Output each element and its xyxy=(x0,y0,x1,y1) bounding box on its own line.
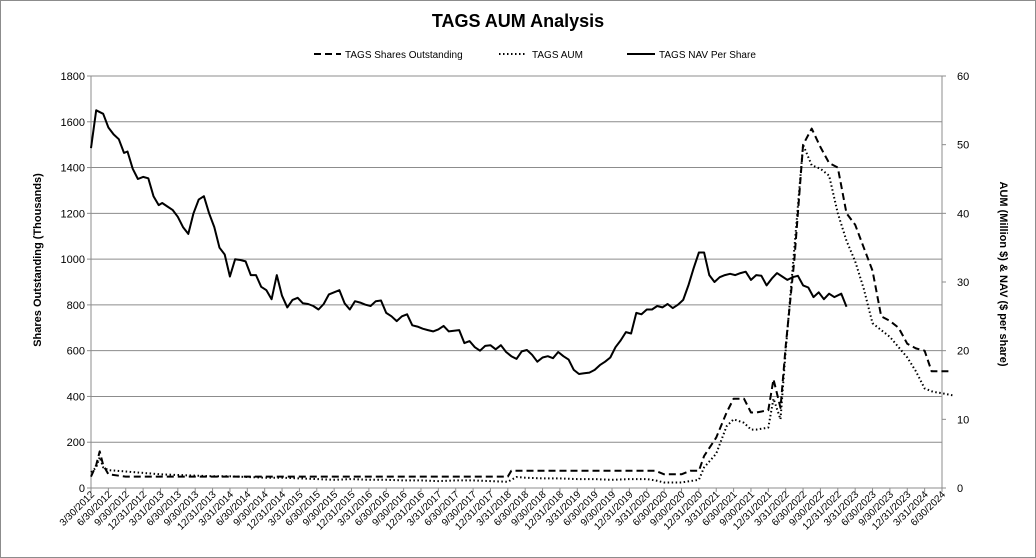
right-tick-label: 40 xyxy=(957,208,969,220)
right-tick-label: 50 xyxy=(957,140,969,152)
legend-label-nav: TAGS NAV Per Share xyxy=(659,50,756,61)
legend-label-aum: TAGS AUM xyxy=(532,50,583,61)
legend-label-shares: TAGS Shares Outstanding xyxy=(345,50,463,61)
left-tick-label: 1200 xyxy=(61,208,85,220)
right-axis-ticks: 0 10 20 30 40 50 60 xyxy=(942,71,969,495)
left-tick-label: 1800 xyxy=(61,71,85,83)
left-axis-ticks: 0 200 400 600 800 1000 1200 1400 1600 1800 xyxy=(61,71,91,495)
legend: TAGS Shares Outstanding TAGS AUM TAGS NA… xyxy=(314,50,756,61)
left-tick-label: 600 xyxy=(67,346,85,358)
chart-title: TAGS AUM Analysis xyxy=(432,11,604,31)
left-tick-label: 800 xyxy=(67,300,85,312)
right-tick-label: 20 xyxy=(957,346,969,358)
right-tick-label: 10 xyxy=(957,414,969,426)
right-axis-title: AUM (Million $) & NAV ($ per share) xyxy=(997,182,1009,367)
left-axis-title: Shares Outstanding (Thousands) xyxy=(32,173,44,347)
axes xyxy=(90,76,943,489)
right-tick-label: 0 xyxy=(957,483,963,495)
gridlines xyxy=(91,75,942,443)
left-tick-label: 1400 xyxy=(61,163,85,175)
series-line-shares-outstanding xyxy=(90,127,953,478)
series-line-aum xyxy=(90,143,953,484)
left-tick-label: 1000 xyxy=(61,254,85,266)
left-tick-label: 400 xyxy=(67,391,85,403)
right-tick-label: 60 xyxy=(957,71,969,83)
left-tick-label: 200 xyxy=(67,437,85,449)
series-lines xyxy=(90,109,953,484)
series-line-nav-per-share xyxy=(90,109,848,375)
left-tick-label: 0 xyxy=(79,483,85,495)
left-tick-label: 1600 xyxy=(61,117,85,129)
x-axis-ticks: 3/30/20126/30/20129/30/201212/31/20123/3… xyxy=(58,488,948,533)
right-tick-label: 30 xyxy=(957,277,969,289)
